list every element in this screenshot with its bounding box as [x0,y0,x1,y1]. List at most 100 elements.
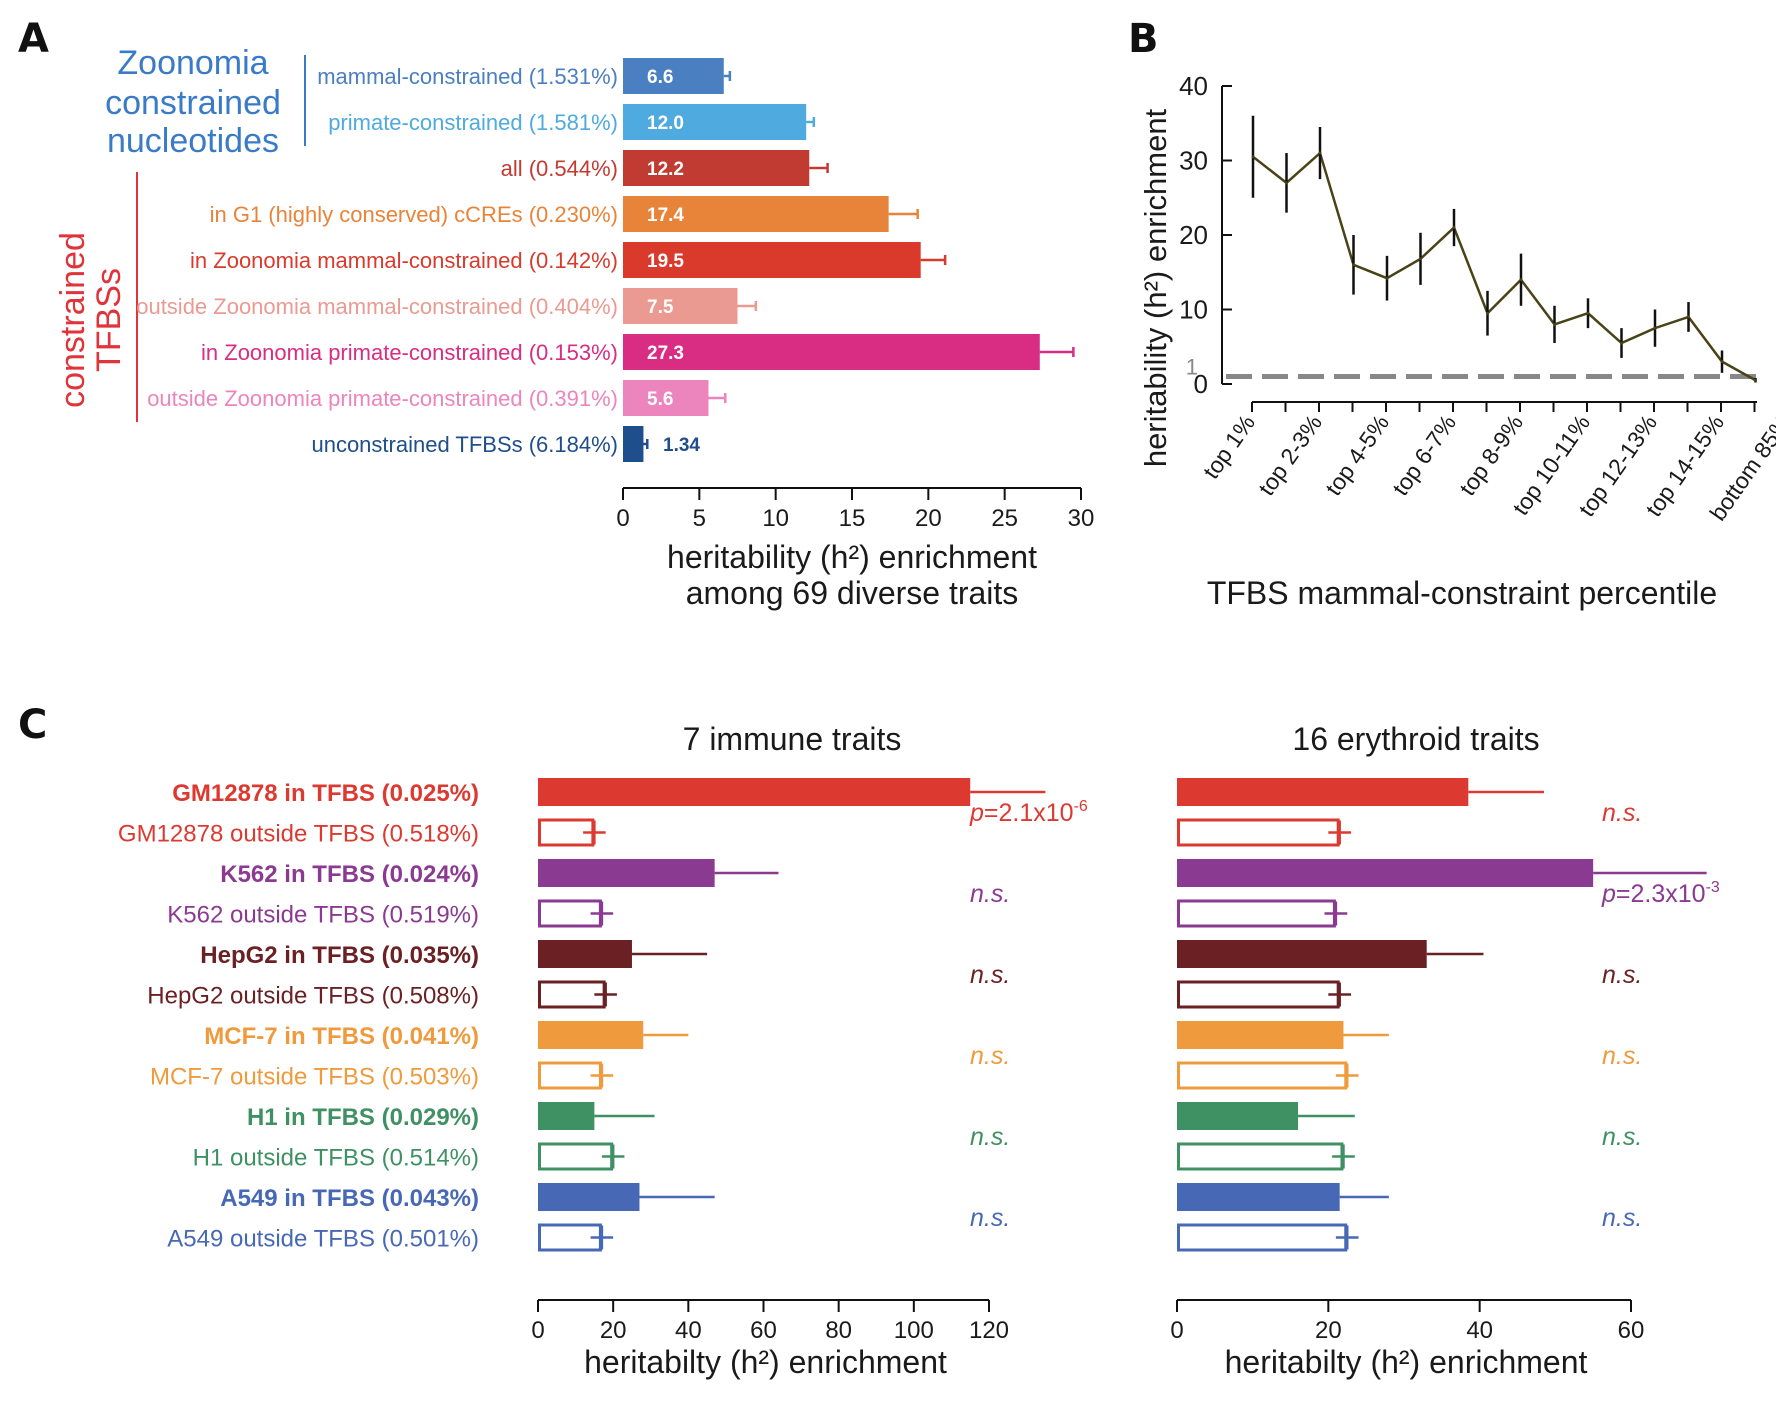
immune-x-tick-label: 60 [750,1317,777,1344]
x-tick-label-group: top 8-9% [1454,410,1528,500]
erythroid-significance-text: n.s. [1602,1042,1642,1070]
panel-a-chart: Zoonomiaconstrainednucleotidesconstraine… [54,44,1094,611]
bar [623,288,738,324]
immune-bar [538,1102,595,1130]
category-label: HepG2 outside TFBS (0.508%) [147,983,479,1010]
erythroid-p-exponent: -3 [1706,879,1720,896]
immune-significance-text: n.s. [970,1042,1010,1070]
erythroid-bar [1177,818,1340,847]
x-tick-label: 5 [693,505,706,532]
data-point [1687,315,1690,319]
data-point [1553,322,1556,326]
immune-significance-label: n.s. [970,1204,1010,1232]
erythroid-bar [1177,940,1427,968]
erythroid-significance-label: n.s. [1602,961,1642,989]
data-point [1586,311,1590,315]
category-label: A549 in TFBS (0.043%) [220,1185,479,1212]
category-label: H1 in TFBS (0.029%) [247,1104,479,1131]
bar [623,242,921,278]
immune-significance-label: n.s. [970,961,1010,989]
x-tick-label-group: top 4-5% [1320,410,1394,500]
category-label: unconstrained TFBSs (6.184%) [311,432,618,457]
erythroid-significance-text: =2.3x10 [1616,880,1706,908]
category-label: GM12878 in TFBS (0.025%) [172,780,479,807]
x-tick-label-group: top 1% [1198,410,1260,484]
immune-x-tick-label: 20 [600,1317,627,1344]
immune-x-tick-label: 0 [531,1317,544,1344]
immune-bar [538,940,632,968]
x-tick-label: top 6-7% [1387,410,1461,500]
erythroid-x-tick-label: 20 [1315,1317,1342,1344]
bar [623,150,810,186]
immune-significance-label: p=2.1x10-6 [969,798,1088,827]
data-point [1352,263,1355,267]
immune-significance-text: n.s. [970,961,1010,989]
x-tick-label: 15 [839,505,866,532]
erythroid-bar [1177,778,1469,806]
zoonomia-group-label: Zoonomia [117,44,268,82]
value-label: 12.2 [647,159,684,180]
category-label: outside Zoonomia mammal-constrained (0.4… [136,294,618,319]
erythroid-significance-text: n.s. [1602,799,1642,827]
category-label: in G1 (highly conserved) cCREs (0.230%) [210,202,618,227]
value-label: 7.5 [647,297,674,318]
x-tick-label: 0 [616,505,629,532]
value-label: 27.3 [647,343,684,364]
y-axis-title-group: heritability (h²) enrichment [1138,108,1173,467]
panel-b-letter: B [1128,16,1159,62]
immune-p-symbol: p [969,799,984,827]
y-tick-label: 30 [1179,146,1208,176]
erythroid-significance-text: n.s. [1602,1204,1642,1232]
x-tick-label-group: top 6-7% [1387,410,1461,500]
immune-subplot-title: 7 immune traits [683,721,902,757]
erythroid-bar [1177,1021,1344,1049]
category-label: outside Zoonomia primate-constrained (0.… [147,386,618,411]
panel-c-chart: GM12878 in TFBS (0.025%) GM12878 outside … [118,721,1720,1380]
erythroid-significance-label: n.s. [1602,1042,1642,1070]
data-point [1486,311,1489,315]
immune-x-tick-label: 120 [969,1317,1009,1344]
data-point [1251,155,1255,159]
erythroid-x-tick-label: 40 [1466,1317,1493,1344]
category-label: MCF-7 in TFBS (0.041%) [204,1023,479,1050]
value-label: 17.4 [647,205,684,226]
erythroid-bar [1177,1061,1348,1090]
data-point [1653,326,1657,330]
category-label: mammal-constrained (1.531%) [317,64,618,89]
erythroid-bar [1177,1183,1340,1211]
erythroid-bar [1177,1223,1348,1252]
x-tick-label-group: top 2-3% [1253,410,1327,500]
erythroid-subplot-title: 16 erythroid traits [1292,721,1539,757]
immune-x-axis-title: heritabilty (h²) enrichment [584,1344,947,1380]
category-label: K562 in TFBS (0.024%) [220,861,479,888]
value-label: 6.6 [647,67,673,88]
data-point [1285,181,1288,185]
bar [623,380,709,416]
immune-significance-label: n.s. [970,1123,1010,1151]
x-tick-label: top 4-5% [1320,410,1394,500]
category-label: HepG2 in TFBS (0.035%) [200,942,479,969]
panel-b-chart: 0 10 20 30 40 1 heritability (h²) enrichment to… [1138,71,1776,611]
panel-a-letter: A [18,16,49,62]
immune-x-tick-label: 80 [825,1317,852,1344]
erythroid-significance-text: n.s. [1602,1123,1642,1151]
data-point [1620,341,1623,345]
immune-bar [538,1183,640,1211]
bar [623,196,889,232]
erythroid-bar [1177,980,1340,1009]
tfbs-group-label-line: constrained [54,232,92,408]
data-point [1519,278,1523,282]
x-tick-label: 20 [915,505,942,532]
bar [623,426,644,462]
y-tick-label: 20 [1179,220,1208,250]
value-label: 19.5 [647,251,684,272]
erythroid-significance-label: p=2.3x10-3 [1601,879,1720,908]
x-axis-title: heritability (h²) enrichment [667,539,1037,575]
category-label: all (0.544%) [501,156,618,181]
immune-significance-label: n.s. [970,880,1010,908]
immune-significance-text: n.s. [970,1204,1010,1232]
category-label: in Zoonomia primate-constrained (0.153%) [201,340,618,365]
immune-p-exponent: -6 [1074,798,1088,815]
